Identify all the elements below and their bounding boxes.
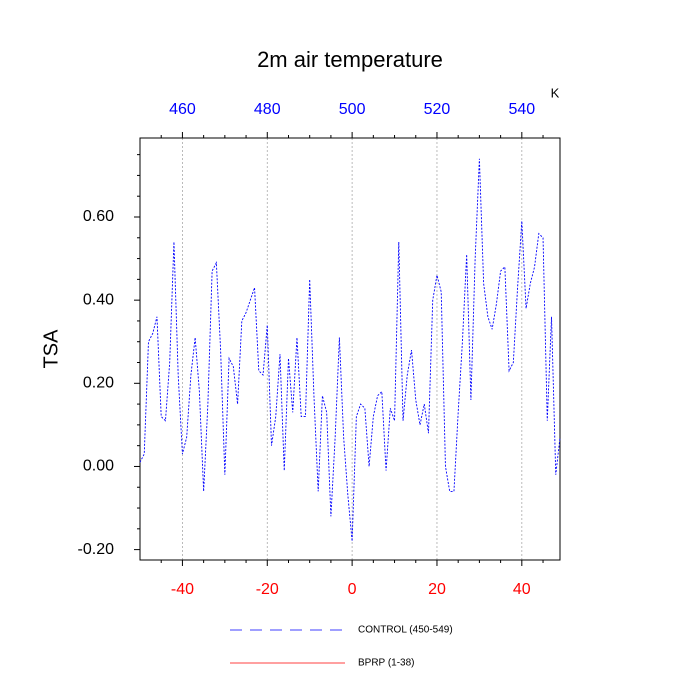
x-tick-label: 40 bbox=[513, 581, 531, 598]
y-axis-label: TSA bbox=[40, 329, 62, 369]
x-tick-label: -20 bbox=[256, 581, 279, 598]
x2-tick-label: 460 bbox=[169, 101, 196, 118]
plot-frame bbox=[139, 137, 561, 561]
y-tick-label: 0.00 bbox=[83, 458, 114, 475]
x-tick-label: 0 bbox=[348, 581, 357, 598]
x-tick-label: 20 bbox=[428, 581, 446, 598]
y-tick-label: 0.40 bbox=[83, 291, 114, 308]
x-tick-label: -40 bbox=[171, 581, 194, 598]
chart-title: 2m air temperature bbox=[257, 47, 443, 72]
x2-tick-label: 500 bbox=[339, 101, 366, 118]
x2-axis-unit: K bbox=[551, 85, 560, 100]
legend-label: BPRP (1-38) bbox=[358, 658, 415, 669]
legend-label: CONTROL (450-549) bbox=[358, 625, 453, 636]
y-tick-label: -0.20 bbox=[78, 541, 115, 558]
x2-tick-label: 540 bbox=[508, 101, 535, 118]
x2-tick-label: 480 bbox=[254, 101, 281, 118]
x2-tick-label: 520 bbox=[424, 101, 451, 118]
y-tick-label: 0.20 bbox=[83, 375, 114, 392]
data-line bbox=[139, 158, 561, 542]
y-tick-label: 0.60 bbox=[83, 208, 114, 225]
